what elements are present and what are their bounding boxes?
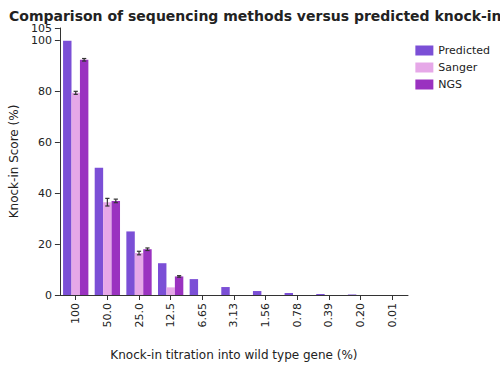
svg-text:0: 0 bbox=[45, 289, 52, 302]
svg-text:Comparison of sequencing metho: Comparison of sequencing methods versus … bbox=[9, 8, 500, 24]
svg-text:12.5: 12.5 bbox=[164, 303, 177, 328]
svg-text:0.39: 0.39 bbox=[322, 303, 335, 328]
svg-text:Predicted: Predicted bbox=[438, 44, 490, 57]
svg-text:Sanger: Sanger bbox=[438, 61, 477, 74]
svg-text:0.20: 0.20 bbox=[354, 303, 367, 328]
svg-text:80: 80 bbox=[38, 85, 52, 98]
svg-text:40: 40 bbox=[38, 187, 52, 200]
svg-text:50.0: 50.0 bbox=[101, 303, 114, 328]
svg-text:3.13: 3.13 bbox=[227, 303, 240, 328]
svg-text:60: 60 bbox=[38, 136, 52, 149]
svg-text:NGS: NGS bbox=[438, 78, 462, 91]
svg-text:Knock-in titration into wild t: Knock-in titration into wild type gene (… bbox=[110, 348, 357, 362]
svg-text:6.65: 6.65 bbox=[196, 303, 209, 328]
svg-text:1.56: 1.56 bbox=[259, 303, 272, 328]
svg-text:Knock-in Score (%): Knock-in Score (%) bbox=[7, 105, 21, 219]
svg-text:100: 100 bbox=[31, 34, 52, 47]
svg-text:20: 20 bbox=[38, 238, 52, 251]
svg-text:100: 100 bbox=[69, 303, 82, 324]
svg-text:105: 105 bbox=[30, 21, 52, 35]
svg-text:0.78: 0.78 bbox=[291, 303, 304, 328]
svg-text:25.0: 25.0 bbox=[133, 303, 146, 328]
svg-text:0.01: 0.01 bbox=[386, 303, 399, 328]
